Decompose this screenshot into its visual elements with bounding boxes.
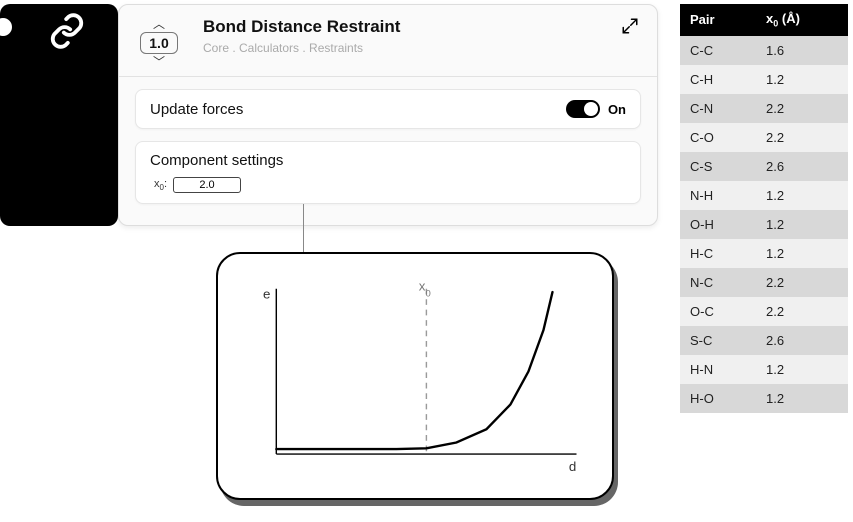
svg-text:x0: x0	[419, 279, 431, 300]
cell-pair: C-C	[680, 36, 756, 65]
chevron-down-icon[interactable]: ﹀	[153, 56, 165, 68]
table-row: C-H1.2	[680, 65, 848, 94]
table-row: C-C1.6	[680, 36, 848, 65]
table-row: S-C2.6	[680, 326, 848, 355]
cell-pair: S-C	[680, 326, 756, 355]
node-tab	[0, 4, 118, 226]
cell-x0: 1.2	[756, 384, 848, 413]
table-row: H-C1.2	[680, 239, 848, 268]
link-icon	[48, 12, 86, 50]
cell-x0: 1.2	[756, 65, 848, 94]
table-row: N-C2.2	[680, 268, 848, 297]
cell-x0: 2.6	[756, 152, 848, 181]
cell-pair: C-S	[680, 152, 756, 181]
cell-pair: N-H	[680, 181, 756, 210]
update-forces-label: Update forces	[150, 101, 243, 118]
cell-pair: C-H	[680, 65, 756, 94]
breadcrumb: Core . Calculators . Restraints	[203, 41, 617, 55]
svg-text:e: e	[263, 286, 270, 301]
update-forces-row: Update forces On	[135, 89, 641, 129]
cell-pair: H-O	[680, 384, 756, 413]
card-header: ︿ 1.0 ﹀ Bond Distance Restraint Core . C…	[119, 5, 657, 77]
cell-pair: O-C	[680, 297, 756, 326]
table-row: H-N1.2	[680, 355, 848, 384]
energy-chart: e d x0	[216, 252, 614, 500]
cell-x0: 1.2	[756, 239, 848, 268]
cell-pair: H-N	[680, 355, 756, 384]
chevron-up-icon[interactable]: ︿	[153, 18, 165, 30]
cell-x0: 1.2	[756, 210, 848, 239]
svg-text:d: d	[569, 459, 576, 474]
update-forces-toggle[interactable]	[566, 100, 600, 118]
expand-icon[interactable]	[617, 15, 643, 42]
cell-x0: 1.6	[756, 36, 848, 65]
table-header-x0: x0 (Å)	[756, 4, 848, 36]
stepper-value: 1.0	[140, 32, 177, 54]
x0-table: Pair x0 (Å) C-C1.6C-H1.2C-N2.2C-O2.2C-S2…	[680, 4, 848, 413]
callout-line	[303, 204, 304, 252]
x0-label: x0:	[154, 178, 167, 192]
weight-stepper[interactable]: ︿ 1.0 ﹀	[133, 15, 185, 71]
cell-pair: N-C	[680, 268, 756, 297]
cell-x0: 2.6	[756, 326, 848, 355]
cell-pair: H-C	[680, 239, 756, 268]
title-block: Bond Distance Restraint Core . Calculato…	[203, 15, 617, 55]
settings-header: Component settings	[150, 152, 626, 169]
card-title: Bond Distance Restraint	[203, 17, 617, 37]
table-row: O-C2.2	[680, 297, 848, 326]
table-row: N-H1.2	[680, 181, 848, 210]
cell-x0: 2.2	[756, 123, 848, 152]
table-row: C-S2.6	[680, 152, 848, 181]
cell-x0: 2.2	[756, 297, 848, 326]
table-header-pair: Pair	[680, 4, 756, 36]
cell-x0: 2.2	[756, 94, 848, 123]
table-row: H-O1.2	[680, 384, 848, 413]
cell-x0: 1.2	[756, 355, 848, 384]
table-row: O-H1.2	[680, 210, 848, 239]
component-settings: Component settings x0:	[135, 141, 641, 204]
x0-input[interactable]	[173, 177, 241, 193]
cell-x0: 2.2	[756, 268, 848, 297]
cell-x0: 1.2	[756, 181, 848, 210]
component-card: ︿ 1.0 ﹀ Bond Distance Restraint Core . C…	[118, 4, 658, 226]
card-body: Update forces On Component settings x0:	[119, 77, 657, 226]
toggle-state-text: On	[608, 102, 626, 117]
cell-pair: C-N	[680, 94, 756, 123]
cell-pair: O-H	[680, 210, 756, 239]
node-port[interactable]	[0, 16, 14, 38]
table-row: C-O2.2	[680, 123, 848, 152]
table-row: C-N2.2	[680, 94, 848, 123]
cell-pair: C-O	[680, 123, 756, 152]
